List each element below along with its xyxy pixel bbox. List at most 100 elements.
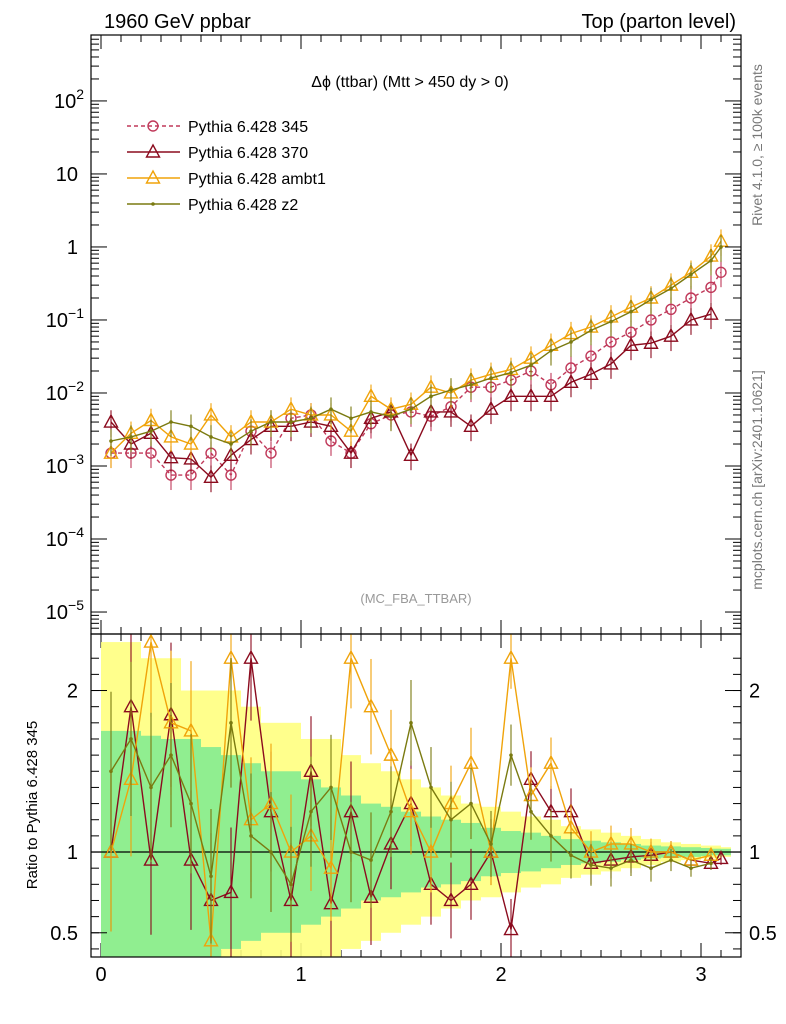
data-point <box>703 305 719 320</box>
data-point <box>149 429 153 433</box>
x-tick-label: 3 <box>695 964 706 986</box>
ratio-ylabel: Ratio to Pythia 6.428 345 <box>24 721 41 889</box>
data-point <box>203 406 219 421</box>
data-point <box>569 340 573 344</box>
ratio-point <box>489 842 493 846</box>
ratio-point <box>463 875 479 891</box>
ratio-point <box>143 633 159 648</box>
data-point <box>229 442 233 446</box>
data-point <box>549 348 553 353</box>
data-point <box>369 410 373 414</box>
data-point <box>463 417 479 432</box>
x-tick-label: 0 <box>95 964 106 986</box>
data-point <box>183 435 199 450</box>
data-point <box>585 350 597 362</box>
ratio-point <box>383 746 399 761</box>
ratio-point <box>223 883 239 899</box>
ratio-band-inner <box>161 738 181 957</box>
ratio-point <box>713 850 729 865</box>
data-point <box>509 370 513 375</box>
data-point <box>715 266 727 278</box>
data-point <box>423 403 439 418</box>
ratio-point <box>449 817 453 822</box>
ratio-point <box>389 809 393 814</box>
legend-label: Pythia 6.428 z2 <box>188 197 298 214</box>
x-tick-label: 2 <box>495 964 506 986</box>
data-point <box>323 417 339 432</box>
data-point <box>209 435 213 439</box>
data-point <box>429 394 433 399</box>
plot-title: Δϕ (ttbar) (Mtt > 450 dy > 0) <box>311 74 509 91</box>
ratio-point <box>349 850 353 854</box>
data-point <box>629 309 633 314</box>
mcplots-label: mcplots.cern.ch [arXiv:2401.10621] <box>749 370 765 589</box>
ratio-point <box>503 649 519 664</box>
data-point <box>663 327 679 342</box>
ratio-point <box>669 858 673 862</box>
ratio-point <box>603 835 619 850</box>
data-point <box>685 292 697 304</box>
data-point <box>529 363 533 368</box>
data-point <box>603 355 619 370</box>
data-point <box>163 449 179 464</box>
data-point <box>523 387 539 403</box>
legend: Pythia 6.428 345 Pythia 6.428 370 Pythia 6… <box>127 119 326 214</box>
rivet-label: Rivet 4.1.0, ≥ 100k events <box>749 64 765 226</box>
y-tick-label: 102 <box>54 86 84 113</box>
ratio-point <box>689 866 693 870</box>
data-point <box>343 444 359 459</box>
data-point <box>643 334 659 349</box>
data-point <box>689 272 693 277</box>
data-point <box>103 444 119 459</box>
ratio-point <box>329 785 333 790</box>
header-left: 1960 GeV ppbar <box>104 11 251 33</box>
ratio-point <box>309 809 313 814</box>
ratio-point <box>229 721 233 725</box>
y-tick-label: 10−5 <box>46 597 84 624</box>
legend-label: Pythia 6.428 ambt1 <box>188 171 326 188</box>
ratio-point <box>629 858 633 862</box>
ratio-point <box>243 649 259 664</box>
legend-label: Pythia 6.428 370 <box>188 145 308 162</box>
ratio-point <box>323 859 339 874</box>
data-point <box>483 400 499 415</box>
data-point <box>203 468 219 484</box>
data-point <box>103 413 119 428</box>
ratio-point <box>369 858 373 862</box>
ratio-point <box>589 863 593 867</box>
data-point <box>289 420 293 424</box>
data-point <box>489 376 493 380</box>
ratio-point <box>169 753 173 757</box>
ratio-point <box>429 785 433 790</box>
ratio-point <box>529 809 533 814</box>
data-point <box>469 382 473 387</box>
legend-label: Pythia 6.428 345 <box>188 119 308 136</box>
ratio-point <box>269 850 273 854</box>
ratio-plot-panel: 0 1 2 3 0.5 0.5 1 1 2 2 <box>50 633 777 986</box>
data-point <box>109 439 113 443</box>
data-point <box>309 416 313 421</box>
y-tick-label: 10−1 <box>46 305 84 332</box>
data-point <box>269 420 273 424</box>
data-point <box>249 429 253 433</box>
data-point <box>503 387 519 403</box>
ratio-y-tick-label-right: 1 <box>749 842 760 864</box>
series-line-2 <box>110 240 722 454</box>
ratio-point <box>443 892 459 907</box>
ratio-point <box>649 866 653 870</box>
ratio-y-tick-label: 2 <box>67 681 78 703</box>
data-point <box>163 428 179 443</box>
data-point <box>563 373 579 389</box>
ratio-point <box>509 753 513 757</box>
series-line-3 <box>110 246 722 445</box>
ratio-point <box>143 851 159 866</box>
ratio-point <box>189 801 193 806</box>
data-point <box>389 414 393 419</box>
ratio-point <box>209 874 213 879</box>
data-point <box>329 407 333 411</box>
data-point <box>683 311 699 326</box>
data-point <box>709 258 713 263</box>
data-point <box>169 420 173 424</box>
ratio-point <box>469 801 473 806</box>
